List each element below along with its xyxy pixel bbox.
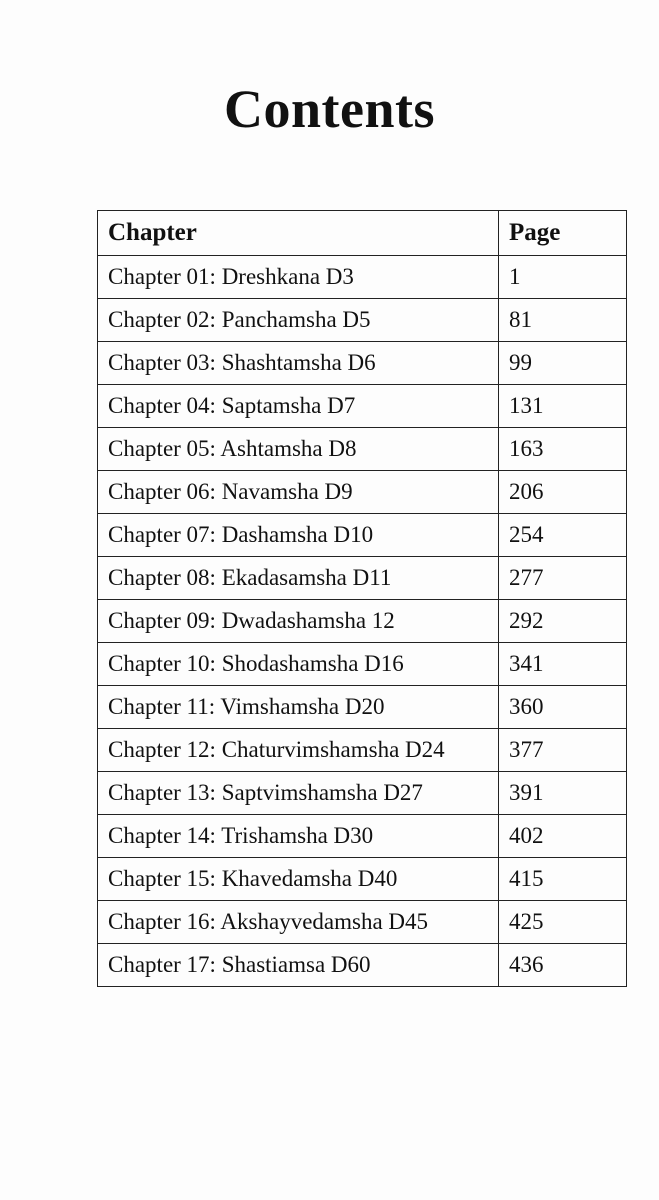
table-row: Chapter 07: Dashamsha D10 254 — [97, 513, 627, 557]
page-cell: 277 — [498, 556, 627, 600]
chapter-cell: Chapter 14: Trishamsha D30 — [97, 814, 499, 858]
chapter-cell: Chapter 06: Navamsha D9 — [97, 470, 499, 514]
page-cell: 415 — [498, 857, 627, 901]
page-cell: 206 — [498, 470, 627, 514]
chapter-cell: Chapter 04: Saptamsha D7 — [97, 384, 499, 428]
table-row: Chapter 02: Panchamsha D5 81 — [97, 298, 627, 342]
page-cell: 292 — [498, 599, 627, 643]
chapter-cell: Chapter 02: Panchamsha D5 — [97, 298, 499, 342]
chapter-cell: Chapter 16: Akshayvedamsha D45 — [97, 900, 499, 944]
page-cell: 81 — [498, 298, 627, 342]
table-row: Chapter 03: Shashtamsha D6 99 — [97, 341, 627, 385]
chapter-cell: Chapter 12: Chaturvimshamsha D24 — [97, 728, 499, 772]
table-row: Chapter 01: Dreshkana D3 1 — [97, 255, 627, 299]
table-row: Chapter 10: Shodashamsha D16 341 — [97, 642, 627, 686]
header-row: Chapter Page — [97, 210, 627, 256]
table-row: Chapter 08: Ekadasamsha D11 277 — [97, 556, 627, 600]
page-cell: 163 — [498, 427, 627, 471]
page-cell: 377 — [498, 728, 627, 772]
chapter-cell: Chapter 08: Ekadasamsha D11 — [97, 556, 499, 600]
chapter-cell: Chapter 05: Ashtamsha D8 — [97, 427, 499, 471]
table-row: Chapter 12: Chaturvimshamsha D24 377 — [97, 728, 627, 772]
chapter-cell: Chapter 10: Shodashamsha D16 — [97, 642, 499, 686]
chapter-cell: Chapter 07: Dashamsha D10 — [97, 513, 499, 557]
page-cell: 436 — [498, 943, 627, 987]
table-row: Chapter 06: Navamsha D9 206 — [97, 470, 627, 514]
table-body: Chapter 01: Dreshkana D3 1 Chapter 02: Pan… — [97, 255, 627, 987]
page-cell: 131 — [498, 384, 627, 428]
chapter-cell: Chapter 13: Saptvimshamsha D27 — [97, 771, 499, 815]
table-row: Chapter 09: Dwadashamsha 12 292 — [97, 599, 627, 643]
chapter-cell: Chapter 17: Shastiamsa D60 — [97, 943, 499, 987]
table-row: Chapter 16: Akshayvedamsha D45 425 — [97, 900, 627, 944]
column-header: Page — [498, 210, 627, 256]
page-cell: 99 — [498, 341, 627, 385]
table-head: Chapter Page — [97, 210, 627, 256]
page-cell: 391 — [498, 771, 627, 815]
table-row: Chapter 05: Ashtamsha D8 163 — [97, 427, 627, 471]
table-row: Chapter 15: Khavedamsha D40 415 — [97, 857, 627, 901]
table-row: Chapter 17: Shastiamsa D60 436 — [97, 943, 627, 987]
page-cell: 360 — [498, 685, 627, 729]
page-title: Contents — [223, 79, 435, 139]
contents-table: Chapter Page Chapter 01: Dreshkana D3 1 Ch… — [97, 210, 627, 987]
page-cell: 402 — [498, 814, 627, 858]
page-cell: 341 — [498, 642, 627, 686]
table-row: Chapter 13: Saptvimshamsha D27 391 — [97, 771, 627, 815]
table-row: Chapter 04: Saptamsha D7 131 — [97, 384, 627, 428]
table-row: Chapter 14: Trishamsha D30 402 — [97, 814, 627, 858]
page-cell: 254 — [498, 513, 627, 557]
chapter-cell: Chapter 15: Khavedamsha D40 — [97, 857, 499, 901]
chapter-cell: Chapter 03: Shashtamsha D6 — [97, 341, 499, 385]
page-cell: 425 — [498, 900, 627, 944]
table-row: Chapter 11: Vimshamsha D20 360 — [97, 685, 627, 729]
page-cell: 1 — [498, 255, 627, 299]
chapter-cell: Chapter 01: Dreshkana D3 — [97, 255, 499, 299]
chapter-cell: Chapter 09: Dwadashamsha 12 — [97, 599, 499, 643]
column-header: Chapter — [97, 210, 499, 256]
chapter-cell: Chapter 11: Vimshamsha D20 — [97, 685, 499, 729]
